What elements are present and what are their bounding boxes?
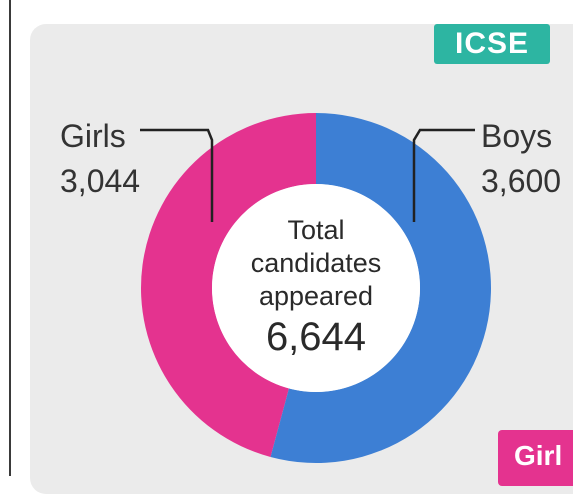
girls-badge: Girl [498, 430, 573, 486]
boys-leader-line [412, 128, 475, 222]
boys-label: Boys [481, 118, 552, 154]
left-border-rule [9, 0, 11, 476]
boys-segment [270, 113, 492, 464]
center-line-3: appeared [259, 281, 373, 311]
donut-chart: Girls 3,044 Boys 3,600 Total candidates … [60, 113, 561, 464]
donut-hole [212, 184, 420, 392]
icse-badge: ICSE [434, 24, 550, 64]
center-line-2: candidates [251, 248, 382, 278]
boys-value-label: 3,600 [481, 163, 561, 199]
center-line-1: Total [287, 215, 344, 245]
girls-leader-line [140, 128, 214, 222]
donut-segments [141, 113, 492, 464]
girls-value-label: 3,044 [60, 163, 140, 199]
girls-label: Girls [60, 118, 126, 154]
girls-segment [141, 113, 316, 457]
center-total-value: 6,644 [266, 315, 366, 359]
